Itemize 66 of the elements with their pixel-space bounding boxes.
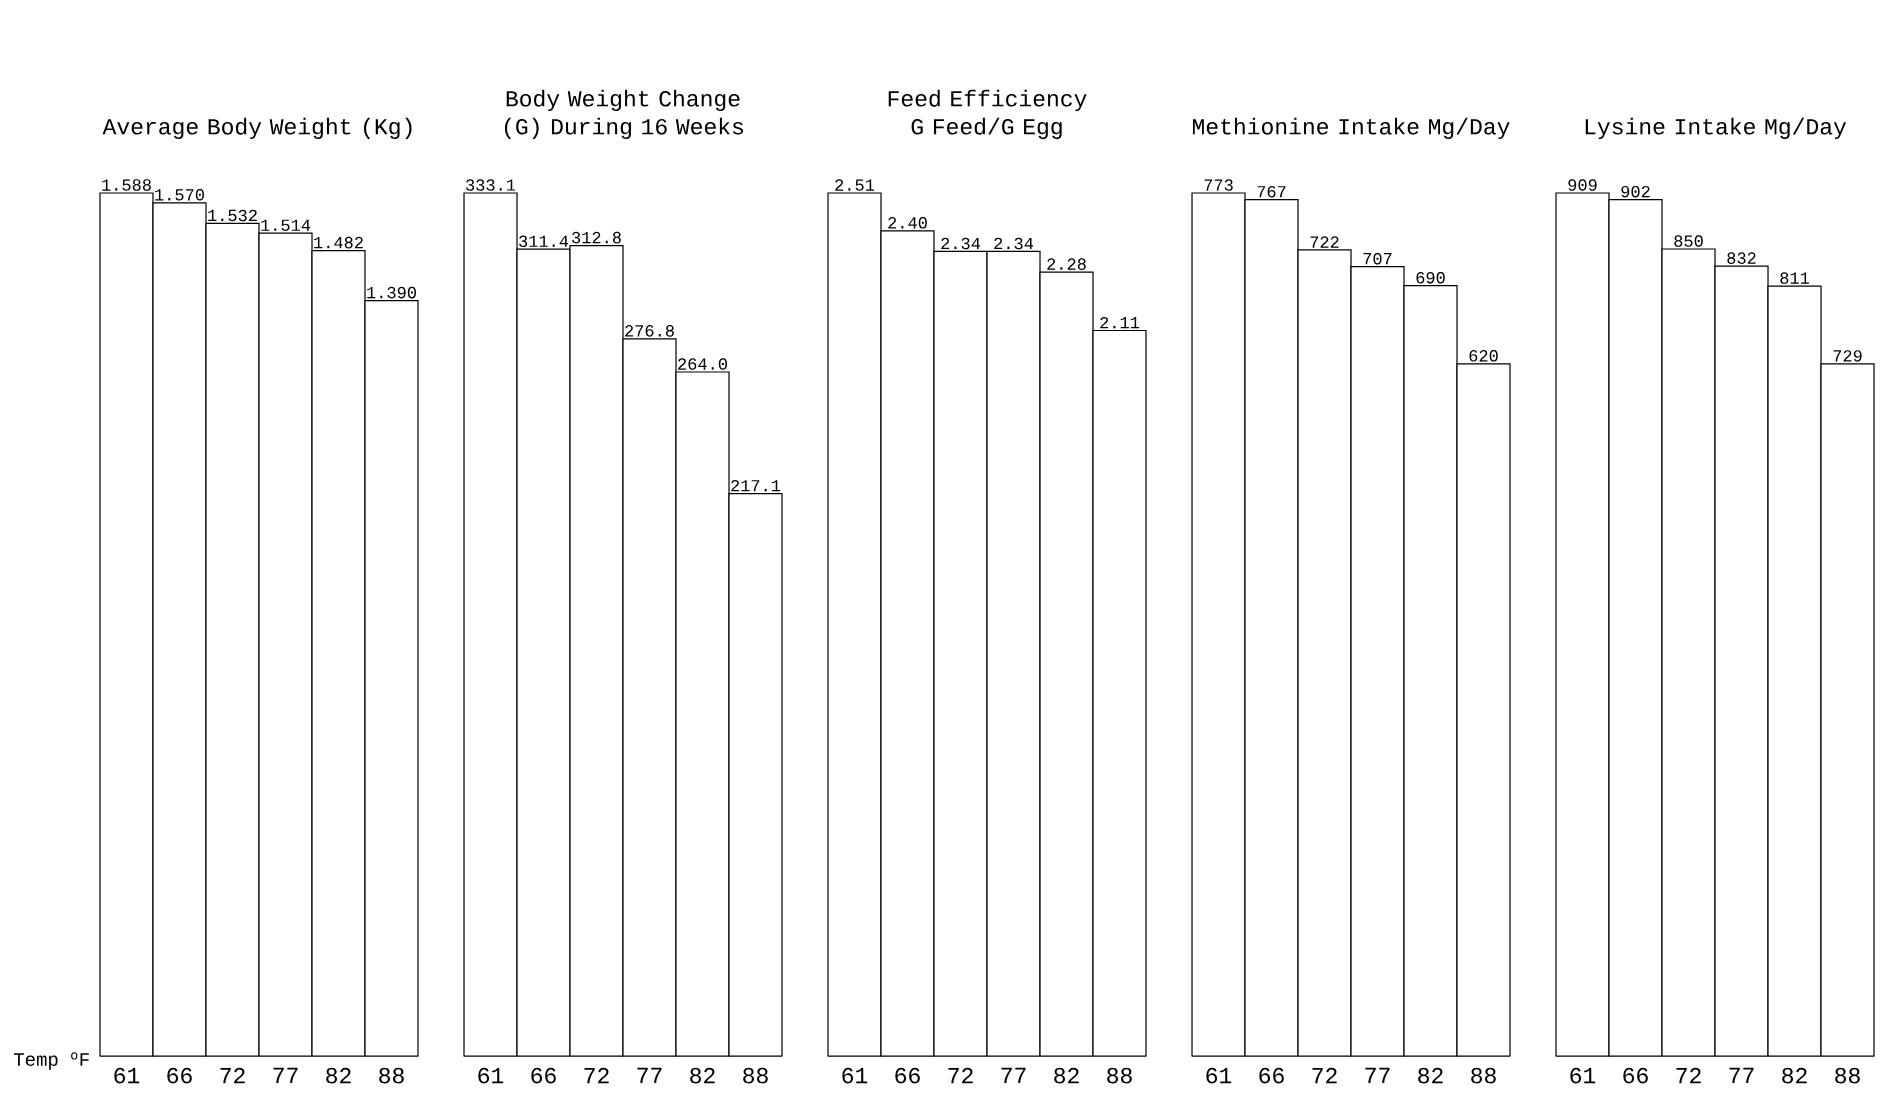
chart-title: Feed Efficiency G Feed/G Egg <box>888 89 1087 140</box>
data-label: 1.588 <box>102 179 151 191</box>
x-tick-label: 72 <box>1676 1067 1701 1084</box>
chart-title: Lysine Intake Mg/Day <box>1585 117 1847 140</box>
x-axis-title: Temp $^{o}$F <box>13 1052 89 1070</box>
x-tick-label: 88 <box>1107 1067 1132 1084</box>
x-tick-label: 77 <box>1729 1067 1754 1084</box>
x-tick-label: 66 <box>895 1067 920 1084</box>
data-label: 767 <box>1257 185 1286 198</box>
data-label: 2.11 <box>1100 316 1140 329</box>
x-tick-label: 82 <box>690 1067 715 1084</box>
data-label: 620 <box>1469 350 1498 362</box>
data-label: 902 <box>1621 185 1650 198</box>
data-label: 2.34 <box>941 237 981 250</box>
data-label: 722 <box>1310 236 1339 248</box>
data-label: 1.482 <box>314 236 363 249</box>
data-label: 276.8 <box>625 325 674 337</box>
data-label: 2.28 <box>1047 258 1086 270</box>
chart-title: Body Weight Change (G) During 16 Weeks <box>504 89 743 140</box>
x-tick-label: 66 <box>1623 1067 1648 1084</box>
data-label: 773 <box>1204 179 1233 191</box>
x-tick-label: 61 <box>478 1067 504 1084</box>
x-tick-label: 77 <box>1001 1067 1026 1084</box>
x-tick-label: 61 <box>842 1067 868 1084</box>
data-label: 811 <box>1780 272 1809 284</box>
data-label: 1.532 <box>208 209 257 222</box>
chart-title: Average Body Weight (Kg) <box>102 117 412 140</box>
x-tick-label: 88 <box>1835 1067 1860 1084</box>
x-tick-label: 77 <box>273 1067 298 1084</box>
x-tick-label: 66 <box>1259 1067 1284 1084</box>
x-tick-label: 77 <box>1365 1067 1390 1084</box>
data-label: 2.34 <box>994 237 1034 250</box>
chart-title: Methionine Intake Mg/Day <box>1192 117 1510 140</box>
data-label: 850 <box>1674 235 1703 247</box>
data-label: 909 <box>1568 179 1597 191</box>
x-tick-label: 61 <box>1206 1067 1232 1084</box>
x-tick-label: 77 <box>637 1067 662 1084</box>
data-label: 707 <box>1363 252 1392 265</box>
data-label: 2.51 <box>835 179 875 191</box>
data-label: 1.514 <box>261 219 311 232</box>
data-label: 729 <box>1833 350 1862 362</box>
data-label: 312.8 <box>572 231 621 244</box>
x-tick-label: 72 <box>220 1067 245 1084</box>
data-label: 1.390 <box>367 286 416 299</box>
data-label: 311.4 <box>519 235 569 248</box>
x-tick-label: 88 <box>1471 1067 1496 1084</box>
x-tick-label: 82 <box>1054 1067 1079 1084</box>
x-tick-label: 82 <box>326 1067 351 1084</box>
x-tick-label: 82 <box>1782 1067 1807 1084</box>
x-tick-label: 66 <box>531 1067 556 1084</box>
data-label: 264.0 <box>678 358 727 370</box>
data-label: 1.570 <box>155 189 204 201</box>
x-tick-label: 61 <box>1570 1067 1596 1084</box>
data-label: 333.1 <box>466 179 516 191</box>
x-tick-label: 88 <box>379 1067 404 1084</box>
x-tick-label: 72 <box>1312 1067 1337 1084</box>
data-label: 217.1 <box>731 479 781 492</box>
x-tick-label: 72 <box>584 1067 609 1084</box>
x-tick-label: 66 <box>167 1067 192 1084</box>
data-label: 832 <box>1727 252 1756 264</box>
x-tick-label: 61 <box>114 1067 140 1084</box>
data-label: 2.40 <box>888 217 927 229</box>
data-label: 690 <box>1416 271 1445 284</box>
x-tick-label: 82 <box>1418 1067 1443 1084</box>
x-tick-label: 72 <box>948 1067 973 1084</box>
x-tick-label: 88 <box>743 1067 768 1084</box>
